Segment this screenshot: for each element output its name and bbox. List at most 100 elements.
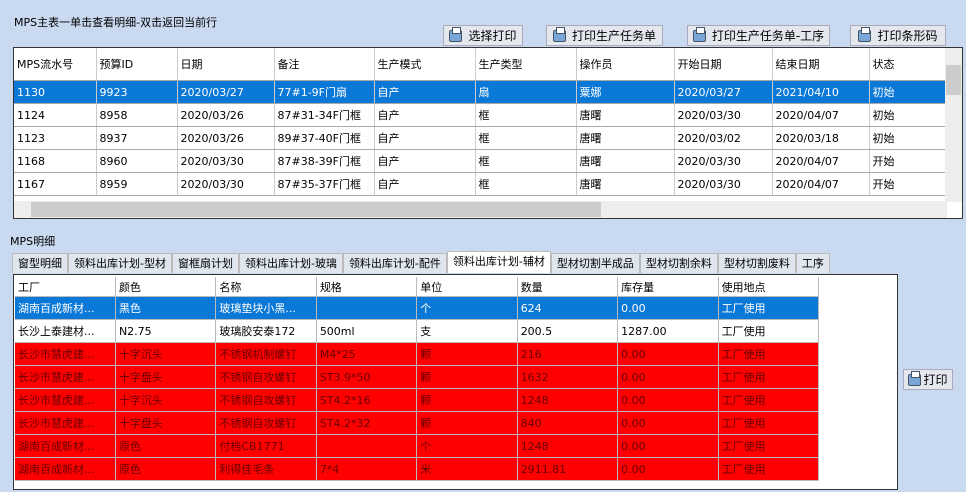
table-cell: 湖南百成新材... (15, 434, 116, 458)
print-option-button[interactable]: 打印生产任务单-工序 (687, 25, 830, 46)
table-cell: N2.75 (115, 319, 217, 343)
table-cell: 开始 (869, 172, 948, 196)
table-row[interactable]: 长沙市慧虎建... 十字沉头 不锈钢机制螺钉 M4*25 颗 216 0.00 工厂使用 (15, 342, 820, 366)
table-row[interactable]: 1167 8959 2020/03/30 87#35-37F门框 自产框唐曙 2020/0… (14, 172, 948, 196)
column-header[interactable]: 结束日期 (772, 48, 870, 81)
table-cell: M4*25 (316, 342, 418, 366)
table-cell: 个 (416, 296, 518, 320)
column-header[interactable]: 开始日期 (674, 48, 773, 81)
table-cell: 1123 (14, 126, 97, 150)
table-cell: 不锈钢机制螺钉 (215, 342, 317, 366)
print-option-button[interactable]: 选择打印 (443, 25, 523, 46)
table-cell: 原色 (115, 457, 217, 481)
table-cell: 2020/04/07 (772, 149, 870, 173)
master-grid[interactable]: MPS流水号 预算ID 日期 备注 生产模式 生产类型 操作员 开始日期 结束日期 状态 1130 9… (13, 47, 963, 219)
table-cell: 工厂使用 (718, 319, 820, 343)
table-cell: 624 (517, 296, 619, 320)
tab[interactable]: 型材切割废料 (717, 253, 796, 273)
table-row[interactable]: 1168 8960 2020/03/30 87#38-39F门框 自产框唐曙 2020/0… (14, 149, 948, 173)
column-header[interactable]: 备注 (274, 48, 375, 81)
column-header[interactable]: 工厂 (15, 277, 116, 297)
table-cell: 2020/03/26 (177, 103, 275, 127)
table-cell: 框 (475, 149, 577, 173)
table-cell: 十字沉头 (115, 342, 217, 366)
table-row[interactable]: 1124 8958 2020/03/26 87#31-34F门框 自产框唐曙 2020/0… (14, 103, 948, 127)
tab[interactable]: 型材切割半成品 (550, 253, 640, 273)
table-cell: 自产 (374, 80, 476, 104)
table-cell: 2021/04/10 (772, 80, 870, 104)
table-row[interactable]: 长沙市慧虎建... 十字沉头 不锈钢自攻螺钉 ST4.2*16 颗 1248 0.00 工厂使… (15, 388, 820, 412)
table-cell: 2020/03/30 (674, 172, 773, 196)
vertical-scrollbar[interactable] (945, 48, 962, 202)
print-button[interactable]: 打印 (903, 369, 953, 390)
column-header[interactable]: MPS流水号 (14, 48, 97, 81)
table-cell: 唐曙 (576, 149, 675, 173)
tab[interactable]: 领料出库计划-配件 (342, 253, 447, 273)
button-label: 打印条形码 (877, 29, 938, 43)
table-cell: 500ml (316, 319, 418, 343)
table-row[interactable]: 湖南百成新材... 原色 利得佳毛条 7*4 米 2911.81 0.00 工厂使用 (15, 457, 820, 481)
column-header[interactable]: 日期 (177, 48, 275, 81)
table-cell: 2020/03/30 (177, 149, 275, 173)
column-header[interactable]: 颜色 (115, 277, 217, 297)
column-header[interactable]: 单位 (416, 277, 518, 297)
table-cell: 2020/04/07 (772, 103, 870, 127)
table-cell: 1124 (14, 103, 97, 127)
column-header[interactable]: 操作员 (576, 48, 675, 81)
table-cell: 9923 (96, 80, 178, 104)
printer-icon (908, 370, 922, 386)
table-cell: 颗 (416, 411, 518, 435)
table-cell: 原色 (115, 434, 217, 458)
printer-icon (858, 26, 872, 42)
column-header[interactable]: 使用地点 (718, 277, 820, 297)
table-cell: 自产 (374, 172, 476, 196)
table-row[interactable]: 湖南百成新材... 黑色 玻璃垫块小黑... 个 624 0.00 工厂使用 (15, 296, 820, 320)
table-cell: 2911.81 (517, 457, 619, 481)
table-cell: 工厂使用 (718, 411, 820, 435)
table-cell: 1168 (14, 149, 97, 173)
table-cell: 粟娜 (576, 80, 675, 104)
table-cell: 玻璃垫块小黑... (215, 296, 317, 320)
table-row[interactable]: 长沙市慧虎建... 十字盘头 不锈钢自攻螺钉 ST4.2*32 颗 840 0.00 工厂使用 (15, 411, 820, 435)
tab[interactable]: 窗型明细 (12, 253, 68, 273)
tab[interactable]: 领料出库计划-辅材 (446, 251, 551, 273)
column-header[interactable]: 库存量 (617, 277, 719, 297)
table-cell: 工厂使用 (718, 365, 820, 389)
table-row[interactable]: 长沙市慧虎建... 十字盘头 不锈钢自攻螺钉 ST3.9*50 颗 1632 0.00 工厂使… (15, 365, 820, 389)
tab[interactable]: 型材切割余料 (639, 253, 718, 273)
table-row[interactable]: 1130 9923 2020/03/27 77#1-9F门扇 自产扇粟娜 2020/03/… (14, 80, 948, 104)
column-header[interactable]: 预算ID (96, 48, 178, 81)
tab[interactable]: 领料出库计划-玻璃 (238, 253, 343, 273)
table-row[interactable]: 长沙上泰建材... N2.75 玻璃胶安泰172 500ml 支 200.5 1287.00… (15, 319, 820, 343)
tab[interactable]: 工序 (795, 253, 830, 273)
column-header[interactable]: 数量 (517, 277, 619, 297)
column-header[interactable]: 生产模式 (374, 48, 476, 81)
table-row[interactable]: 湖南百成新材... 原色 付档CB1771 个 1248 0.00 工厂使用 (15, 434, 820, 458)
table-cell: 初始 (869, 126, 948, 150)
detail-grid[interactable]: 工厂 颜色 名称 规格 单位 数量 库存量 使用地点 湖南百成新材... 黑色 玻璃垫块小黑... 个… (13, 274, 898, 490)
column-header[interactable]: 生产类型 (475, 48, 577, 81)
table-cell: 工厂使用 (718, 457, 820, 481)
table-cell: 0.00 (617, 342, 719, 366)
button-label: 选择打印 (468, 29, 517, 43)
table-cell: 87#38-39F门框 (274, 149, 375, 173)
horizontal-scrollbar[interactable] (14, 201, 947, 218)
table-cell: 2020/03/27 (674, 80, 773, 104)
printer-icon (552, 26, 566, 42)
table-cell: 自产 (374, 126, 476, 150)
table-cell: 87#35-37F门框 (274, 172, 375, 196)
print-option-button[interactable]: 打印生产任务单 (546, 25, 663, 46)
table-cell: 2020/03/18 (772, 126, 870, 150)
print-option-button[interactable]: 打印条形码 (850, 25, 946, 46)
table-cell: 框 (475, 172, 577, 196)
table-cell: 1167 (14, 172, 97, 196)
table-cell: 0.00 (617, 411, 719, 435)
column-header[interactable]: 状态 (869, 48, 948, 81)
tab[interactable]: 领料出库计划-型材 (68, 253, 172, 273)
tab[interactable]: 窗框扇计划 (171, 253, 239, 273)
column-header[interactable]: 名称 (215, 277, 317, 297)
column-header[interactable]: 规格 (316, 277, 418, 297)
detail-title: MPS明细 (10, 235, 56, 248)
table-cell: 付档CB1771 (215, 434, 317, 458)
table-row[interactable]: 1123 8937 2020/03/26 89#37-40F门框 自产框唐曙 2020/0… (14, 126, 948, 150)
